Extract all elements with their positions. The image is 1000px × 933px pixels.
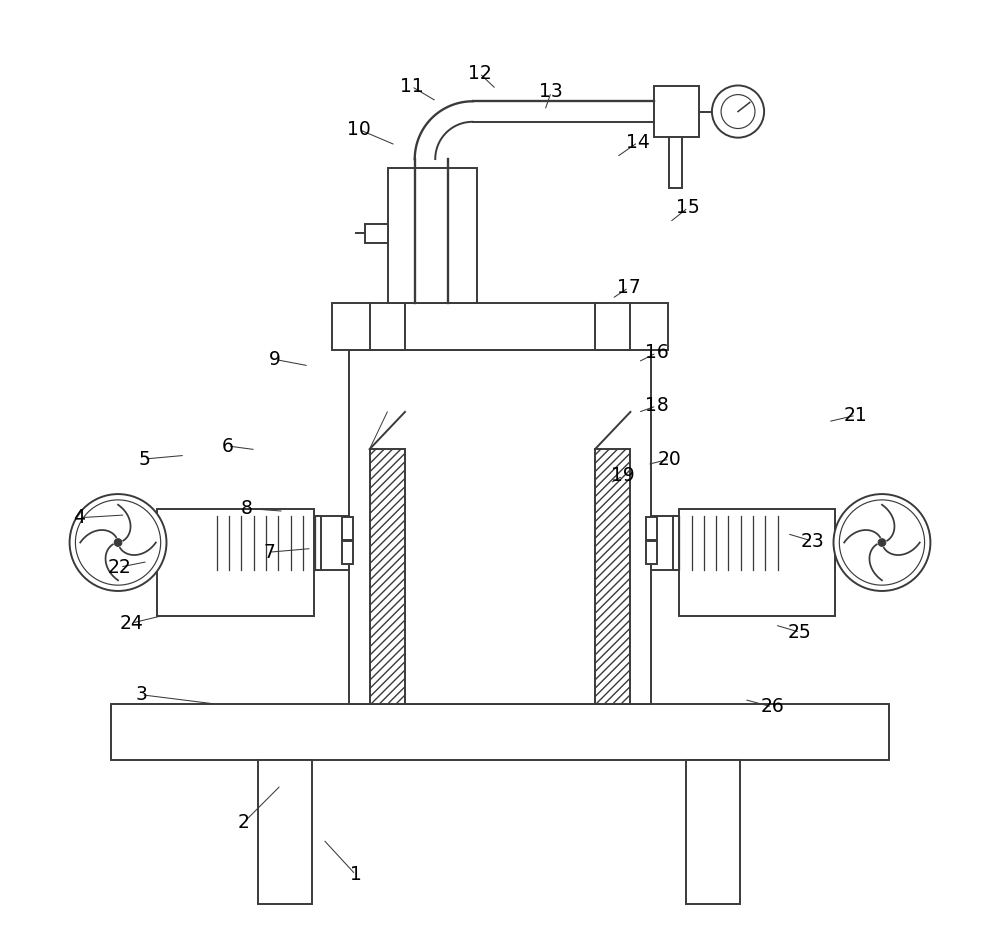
Bar xyxy=(342,517,353,540)
Text: 20: 20 xyxy=(658,450,681,468)
Bar xyxy=(654,87,699,137)
Bar xyxy=(332,303,668,350)
Text: 19: 19 xyxy=(611,466,635,485)
Bar xyxy=(679,509,835,617)
Bar xyxy=(211,516,321,569)
Text: 4: 4 xyxy=(73,508,85,527)
Text: 3: 3 xyxy=(135,685,147,704)
Bar xyxy=(673,516,784,569)
Text: 5: 5 xyxy=(138,450,150,468)
Text: 2: 2 xyxy=(238,813,250,832)
Bar xyxy=(111,704,889,760)
Text: 9: 9 xyxy=(269,350,280,369)
Text: 7: 7 xyxy=(263,543,275,562)
Bar xyxy=(651,516,835,569)
Bar xyxy=(165,516,349,569)
Bar xyxy=(349,350,651,704)
Text: 6: 6 xyxy=(222,437,234,455)
Text: 13: 13 xyxy=(539,82,563,102)
Text: 8: 8 xyxy=(241,499,253,518)
Bar xyxy=(646,517,657,540)
Text: 16: 16 xyxy=(645,343,668,362)
Text: 18: 18 xyxy=(645,397,668,415)
Text: 12: 12 xyxy=(468,63,491,83)
Text: 25: 25 xyxy=(788,623,812,642)
Text: 15: 15 xyxy=(676,198,700,217)
Bar xyxy=(342,541,353,564)
Bar xyxy=(646,541,657,564)
Circle shape xyxy=(834,494,930,591)
Text: 23: 23 xyxy=(800,532,824,550)
Circle shape xyxy=(70,494,166,591)
Circle shape xyxy=(114,538,122,547)
Text: 11: 11 xyxy=(400,77,423,96)
Text: 14: 14 xyxy=(626,132,650,152)
Text: 24: 24 xyxy=(120,614,144,633)
Bar xyxy=(388,168,477,303)
Bar xyxy=(595,449,630,704)
Text: 10: 10 xyxy=(347,119,370,139)
Bar xyxy=(365,224,388,243)
Circle shape xyxy=(712,86,764,138)
Text: 17: 17 xyxy=(617,278,640,297)
Bar xyxy=(157,509,314,617)
Bar xyxy=(258,760,312,904)
Bar xyxy=(370,449,405,704)
Text: 26: 26 xyxy=(760,697,784,717)
Text: 21: 21 xyxy=(844,406,868,425)
Circle shape xyxy=(878,538,886,547)
Text: 22: 22 xyxy=(108,558,132,577)
Bar xyxy=(686,760,740,904)
Text: 1: 1 xyxy=(350,865,362,884)
